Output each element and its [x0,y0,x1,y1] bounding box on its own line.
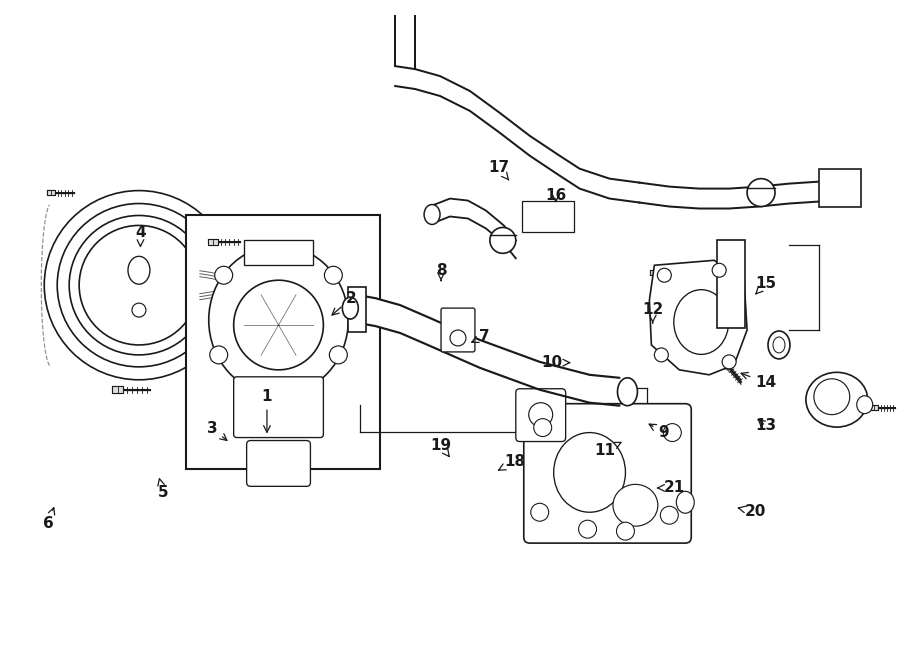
Text: 1: 1 [262,389,272,432]
Text: 17: 17 [488,160,509,180]
Text: 11: 11 [594,442,621,459]
FancyBboxPatch shape [524,404,691,543]
Text: 7: 7 [472,329,490,344]
Text: 18: 18 [499,454,526,470]
Circle shape [814,379,850,414]
Text: 3: 3 [207,421,227,440]
Bar [348,287,366,332]
Circle shape [657,268,671,282]
Ellipse shape [79,226,199,345]
Text: 21: 21 [658,481,685,495]
Circle shape [616,522,634,540]
Text: 10: 10 [542,355,570,370]
Text: 6: 6 [42,508,55,531]
Circle shape [329,346,347,364]
Ellipse shape [617,378,637,406]
Circle shape [529,402,553,426]
Text: 9: 9 [649,424,669,440]
Polygon shape [395,66,639,203]
Circle shape [531,503,549,521]
Circle shape [450,330,466,346]
Text: 13: 13 [755,418,777,434]
Polygon shape [650,260,747,375]
Text: 15: 15 [755,276,777,294]
Polygon shape [650,269,659,275]
FancyBboxPatch shape [234,377,323,438]
Text: 5: 5 [158,479,168,500]
FancyBboxPatch shape [516,389,565,442]
Circle shape [210,346,228,364]
Polygon shape [208,240,218,246]
Circle shape [579,520,597,538]
Text: 19: 19 [430,438,452,457]
Polygon shape [639,181,819,209]
Text: 4: 4 [135,224,146,246]
Text: 14: 14 [741,373,777,390]
Circle shape [490,228,516,254]
Polygon shape [358,295,619,406]
Circle shape [215,266,233,284]
Text: 16: 16 [545,189,566,203]
Bar [717,240,745,328]
Bar [819,169,860,207]
Text: 8: 8 [436,263,446,281]
Text: 12: 12 [642,303,663,323]
Ellipse shape [342,297,358,319]
FancyBboxPatch shape [441,308,475,352]
Polygon shape [724,362,732,370]
Circle shape [324,266,342,284]
Bar [185,216,380,469]
Polygon shape [112,386,123,393]
Ellipse shape [674,290,729,354]
Circle shape [663,424,681,442]
Ellipse shape [209,246,348,395]
Circle shape [234,280,323,370]
Bar [522,201,573,232]
Polygon shape [871,405,878,410]
FancyBboxPatch shape [247,440,310,487]
Ellipse shape [676,491,694,513]
Ellipse shape [613,485,658,526]
Ellipse shape [768,331,790,359]
Ellipse shape [773,337,785,353]
Circle shape [712,263,726,277]
Ellipse shape [857,396,873,414]
Circle shape [661,506,679,524]
Circle shape [747,179,775,207]
Circle shape [722,355,736,369]
Text: 2: 2 [332,291,356,315]
Text: 20: 20 [738,504,766,519]
Circle shape [534,418,552,436]
Circle shape [654,348,669,362]
Polygon shape [432,199,516,258]
Bar [244,240,313,265]
Polygon shape [712,349,720,357]
Ellipse shape [424,205,440,224]
Ellipse shape [806,372,868,427]
Ellipse shape [554,432,626,512]
Polygon shape [47,190,55,195]
